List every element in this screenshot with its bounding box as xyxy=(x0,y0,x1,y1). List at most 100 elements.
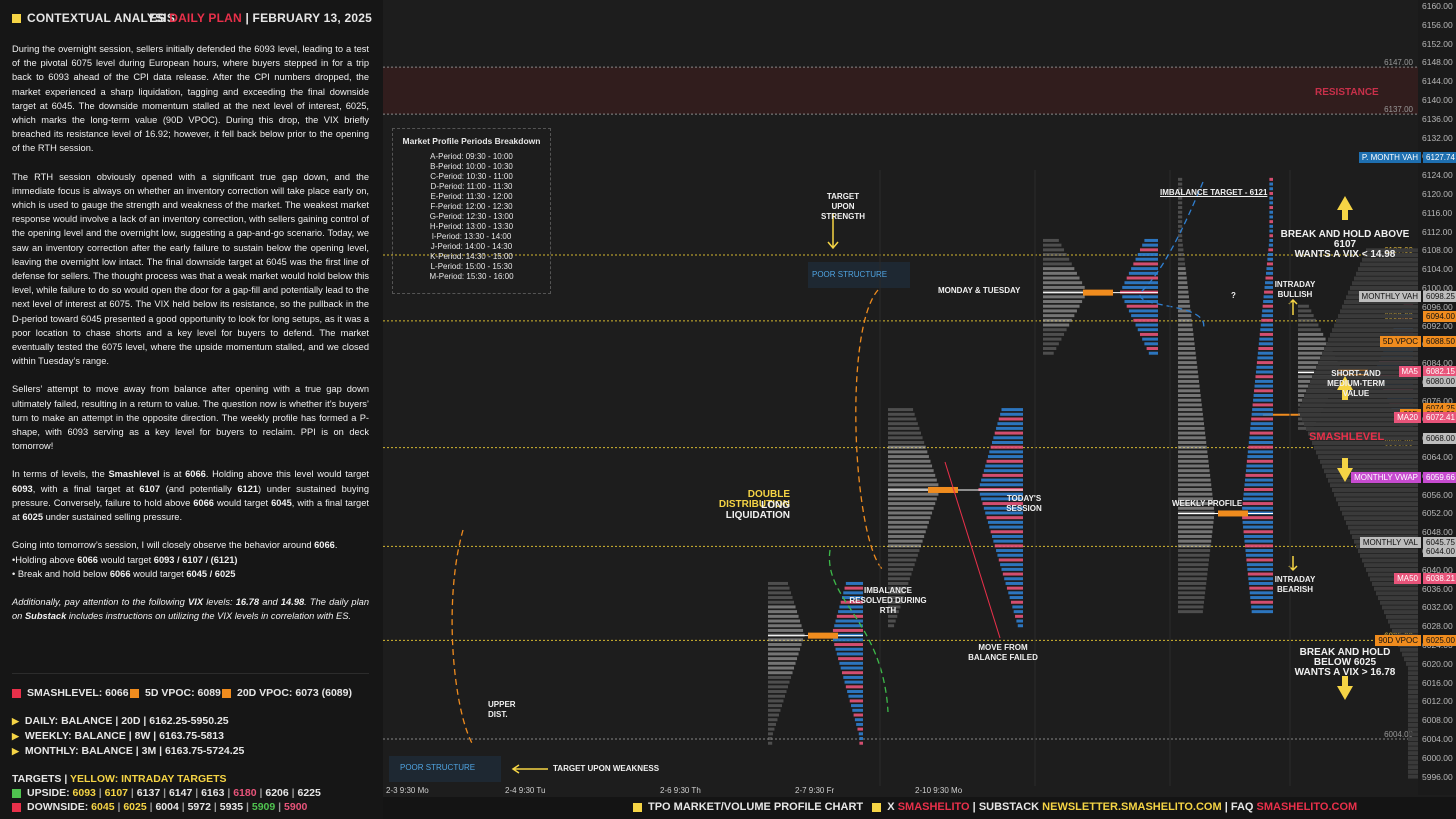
weekly-volume-bar xyxy=(1408,737,1418,742)
y-tick-label: 6092.00 xyxy=(1422,320,1453,331)
tpo-row xyxy=(1178,450,1208,454)
tpo-row xyxy=(1178,558,1210,562)
tpo-row xyxy=(1043,276,1080,280)
weekly-volume-bar xyxy=(1408,755,1418,760)
periods-title: Market Profile Periods Breakdown xyxy=(402,136,541,146)
y-tick-label: 6004.00 xyxy=(1422,734,1453,744)
y-tick-label: 6148.00 xyxy=(1422,57,1453,68)
tpo-row xyxy=(768,699,784,703)
target-strength-arrow-icon xyxy=(827,213,839,250)
price-tag: 6127.74 xyxy=(1423,152,1456,164)
weekly-volume-bar xyxy=(1376,591,1418,596)
tpo-row xyxy=(1178,332,1194,336)
weekly-volume-bar xyxy=(1408,713,1418,718)
volume-bar xyxy=(1249,586,1273,590)
y-tick-label: 6016.00 xyxy=(1422,677,1453,688)
volume-bar xyxy=(986,516,1023,520)
volume-bar xyxy=(1008,591,1023,595)
volume-bar xyxy=(1255,379,1273,383)
resistance-zone xyxy=(383,67,1418,115)
tpo-row xyxy=(1043,332,1065,336)
tpo-row xyxy=(768,741,773,745)
poor-structure-top-box xyxy=(808,262,910,288)
price-tag-label: MA20 xyxy=(1394,412,1421,424)
target-value: 5972 xyxy=(187,801,211,813)
volume-bar xyxy=(1244,534,1273,538)
volume-bar xyxy=(838,610,863,614)
weekly-volume-bar xyxy=(1408,694,1418,699)
tpo-row xyxy=(1178,215,1183,219)
tpo-row xyxy=(888,596,904,600)
weekly-volume-bar xyxy=(1358,549,1418,554)
imbalance-resolved-label: IMBALANCE RESOLVED DURING RTH xyxy=(849,586,927,615)
weekly-volume-bar xyxy=(1390,624,1418,629)
volume-bar xyxy=(1001,408,1023,412)
volume-bar xyxy=(1269,224,1273,228)
x-handle-link[interactable]: SMASHELITO xyxy=(897,801,970,813)
weekly-volume-bar xyxy=(1318,455,1418,460)
weekly-volume-bar xyxy=(1408,675,1418,680)
tpo-row xyxy=(888,426,920,430)
volume-bar xyxy=(1133,318,1158,322)
y-tick-label: 6096.00 xyxy=(1422,301,1453,312)
tpo-row xyxy=(1178,455,1208,459)
yellow-up-arrow-icon xyxy=(1337,376,1353,400)
tpo-row xyxy=(768,671,793,675)
tpo-row xyxy=(768,722,776,726)
tpo-row xyxy=(888,440,925,444)
weekly-volume-bar xyxy=(1384,610,1418,615)
price-tag-label: P. MONTH VAH xyxy=(1358,152,1421,164)
volume-bar xyxy=(1254,389,1273,393)
tpo-row xyxy=(1043,323,1070,327)
volume-bar xyxy=(1122,285,1158,289)
volume-bar xyxy=(1146,347,1158,351)
weekly-volume-bar xyxy=(1362,257,1418,262)
volume-bar xyxy=(1269,220,1273,224)
weekly-volume-bar xyxy=(1316,365,1418,370)
tpo-row xyxy=(768,652,799,656)
weekly-profile-label: WEEKLY PROFILE xyxy=(1172,499,1243,508)
weekly-volume-bar xyxy=(1304,422,1418,427)
volume-bar xyxy=(1259,337,1273,341)
break-below-label: BREAK AND HOLD BELOW 6025 WANTS A VIX > 1… xyxy=(1294,647,1396,678)
volume-bar xyxy=(1016,619,1023,623)
plan-title: ES DAILY PLAN | FEBRUARY 13, 2025 xyxy=(149,11,372,25)
volume-bar xyxy=(993,539,1023,543)
weekly-volume-bar xyxy=(1306,389,1418,394)
tpo-row xyxy=(1178,534,1212,538)
volume-bar xyxy=(1267,253,1273,257)
tpo-row xyxy=(1178,506,1215,510)
panel-title: CONTEXTUAL ANALYSIS xyxy=(27,11,176,25)
price-tag-label: MONTHLY VAH xyxy=(1358,290,1421,302)
y-tick-label: 6084.00 xyxy=(1422,358,1453,369)
volume-bar xyxy=(1253,394,1273,397)
tpo-row xyxy=(768,628,804,632)
y-tick-label: 6028.00 xyxy=(1422,621,1453,632)
weekly-volume-bar xyxy=(1378,596,1418,601)
volume-bar xyxy=(981,497,1023,501)
weekly-volume-bar xyxy=(1318,361,1418,366)
weekly-volume-bar xyxy=(1408,751,1418,756)
volume-bar xyxy=(843,675,863,679)
tpo-row xyxy=(888,577,910,581)
tpo-row xyxy=(768,718,778,722)
y-tick-label: 6032.00 xyxy=(1422,602,1453,613)
poor-structure-bottom-box xyxy=(389,756,501,782)
target-value: 6093 xyxy=(72,787,96,799)
vix-paragraph: Additionally, pay attention to the follo… xyxy=(12,596,369,622)
faq-site-link[interactable]: SMASHELITO.COM xyxy=(1256,801,1358,813)
tpo-row xyxy=(1178,431,1206,435)
volume-bar xyxy=(987,455,1023,459)
volume-bar xyxy=(856,722,863,726)
volume-bar xyxy=(1015,614,1023,618)
newsletter-link[interactable]: NEWSLETTER.SMASHELITO.COM xyxy=(1042,801,1222,813)
volume-bar xyxy=(1242,520,1273,524)
tpo-row xyxy=(1178,567,1208,571)
footer-chart-label: TPO MARKET/VOLUME PROFILE CHART xyxy=(648,801,864,813)
volume-bar xyxy=(841,596,863,600)
y-tick-label: 6056.00 xyxy=(1422,489,1453,500)
volume-bar xyxy=(1262,309,1273,313)
tpo-row xyxy=(1178,356,1197,360)
y-tick-label: 6116.00 xyxy=(1422,207,1453,218)
weekly-volume-bar xyxy=(1338,314,1418,319)
